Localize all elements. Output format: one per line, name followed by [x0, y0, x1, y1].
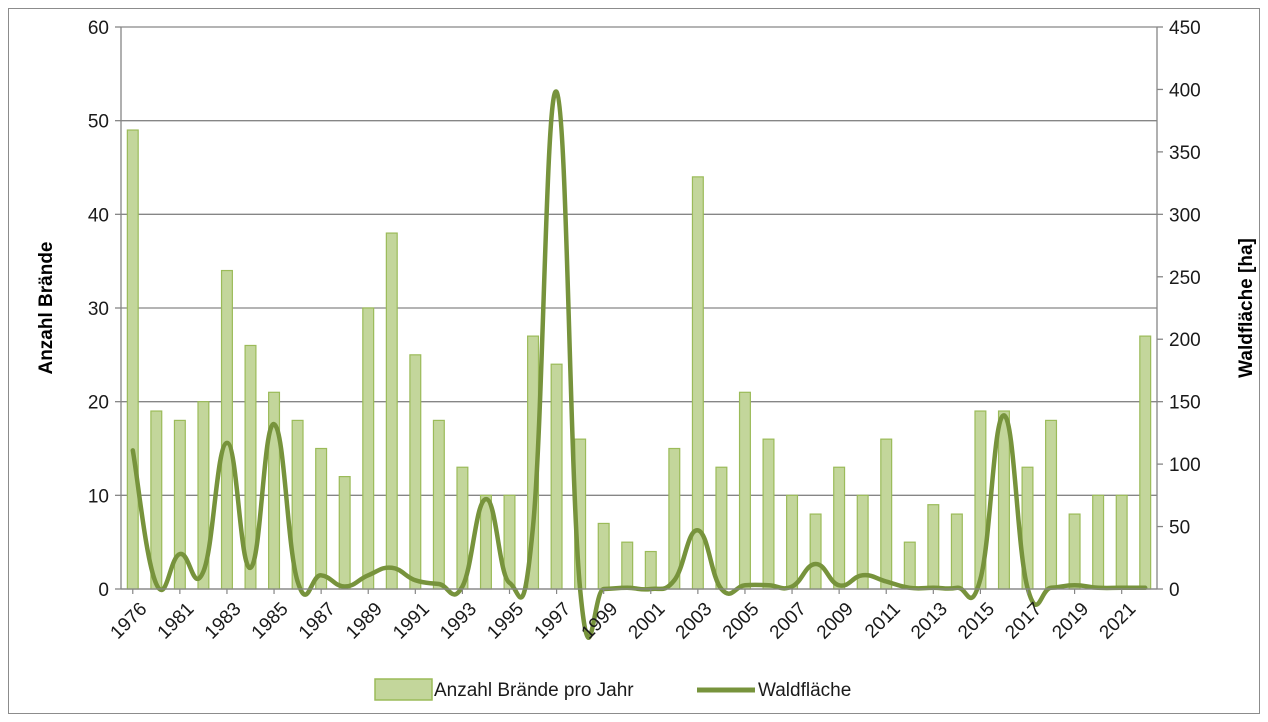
x-tick-label: 1983 — [201, 599, 246, 644]
x-tick-label: 2009 — [813, 599, 858, 644]
bar — [903, 541, 916, 590]
bar — [997, 410, 1010, 590]
bar — [597, 522, 610, 590]
bar — [220, 269, 233, 590]
bar — [173, 419, 186, 590]
x-tick-label: 2015 — [954, 599, 999, 644]
bar — [1068, 513, 1081, 590]
bar — [1092, 494, 1105, 590]
y-tick-label-right: 350 — [1169, 143, 1201, 164]
bar — [409, 354, 422, 590]
bar — [927, 504, 940, 590]
legend: Anzahl Brände pro Jahr Waldfläche — [374, 678, 851, 701]
bar — [1139, 335, 1152, 590]
bar — [809, 513, 822, 590]
y-tick-label-right: 0 — [1169, 580, 1180, 601]
x-tick-label: 1987 — [295, 599, 340, 644]
bar — [786, 494, 799, 590]
bar — [950, 513, 963, 590]
line-waldflaeche — [130, 89, 1148, 640]
y-tick-label-left: 10 — [88, 486, 109, 507]
y-tick-label-left: 50 — [88, 112, 109, 133]
y-axis-title-left: Anzahl Brände — [36, 241, 57, 374]
y-tick-label-left: 0 — [98, 580, 109, 601]
bar — [338, 476, 351, 590]
x-tick-label: 2001 — [625, 599, 670, 644]
y-tick-label-right: 400 — [1169, 80, 1201, 101]
bar — [1115, 494, 1128, 590]
y-tick-label-right: 150 — [1169, 393, 1201, 414]
x-tick-label: 2019 — [1048, 599, 1093, 644]
x-tick-label: 2007 — [766, 599, 811, 644]
line-series — [130, 89, 1148, 640]
legend-label-line: Waldfläche — [758, 680, 851, 701]
y-tick-label-left: 40 — [88, 205, 109, 226]
x-tick-label: 2005 — [719, 599, 764, 644]
y-tick-label-right: 300 — [1169, 205, 1201, 226]
x-tick-label: 1976 — [107, 599, 152, 644]
y-tick-label-right: 250 — [1169, 268, 1201, 289]
bar — [126, 129, 139, 590]
y-tick-label-left: 20 — [88, 393, 109, 414]
x-tick-label: 1991 — [389, 599, 434, 644]
x-tick-label: 1995 — [483, 599, 528, 644]
x-tick-label: 1997 — [530, 599, 575, 644]
y-tick-label-right: 450 — [1169, 18, 1201, 39]
bar — [833, 466, 846, 590]
y-axis-title-right: Waldfläche [ha] — [1236, 238, 1257, 378]
bar — [385, 232, 398, 590]
x-tick-label: 2003 — [672, 599, 717, 644]
y-tick-label-left: 30 — [88, 299, 109, 320]
bar — [715, 466, 728, 590]
bar — [268, 391, 281, 590]
x-tick-label: 2011 — [861, 599, 905, 643]
x-tick-label: 2013 — [907, 599, 952, 644]
bar — [550, 363, 563, 590]
legend-swatch-bars — [374, 678, 433, 701]
bar — [1045, 419, 1058, 590]
chart-frame — [8, 8, 1260, 714]
x-tick-label: 1981 — [154, 599, 199, 644]
bar — [762, 438, 775, 590]
bar — [362, 307, 375, 590]
bar — [738, 391, 751, 590]
y-tick-label-right: 200 — [1169, 330, 1201, 351]
y-tick-label-left: 60 — [88, 18, 109, 39]
y-tick-label-right: 100 — [1169, 455, 1201, 476]
bar — [315, 447, 328, 590]
bar — [691, 176, 704, 590]
x-tick-label: 1989 — [342, 599, 387, 644]
bar-series — [126, 129, 1152, 590]
bar — [644, 550, 657, 590]
y-tick-label-right: 50 — [1169, 518, 1190, 539]
x-tick-label: 2021 — [1096, 599, 1141, 644]
bar — [150, 410, 163, 590]
bar — [432, 419, 445, 590]
x-tick-label: 1993 — [436, 599, 481, 644]
legend-label-bars: Anzahl Brände pro Jahr — [434, 680, 634, 701]
x-tick-label: 1999 — [578, 599, 623, 644]
bar — [880, 438, 893, 590]
bar — [621, 541, 634, 590]
x-tick-label: 1985 — [248, 599, 293, 644]
